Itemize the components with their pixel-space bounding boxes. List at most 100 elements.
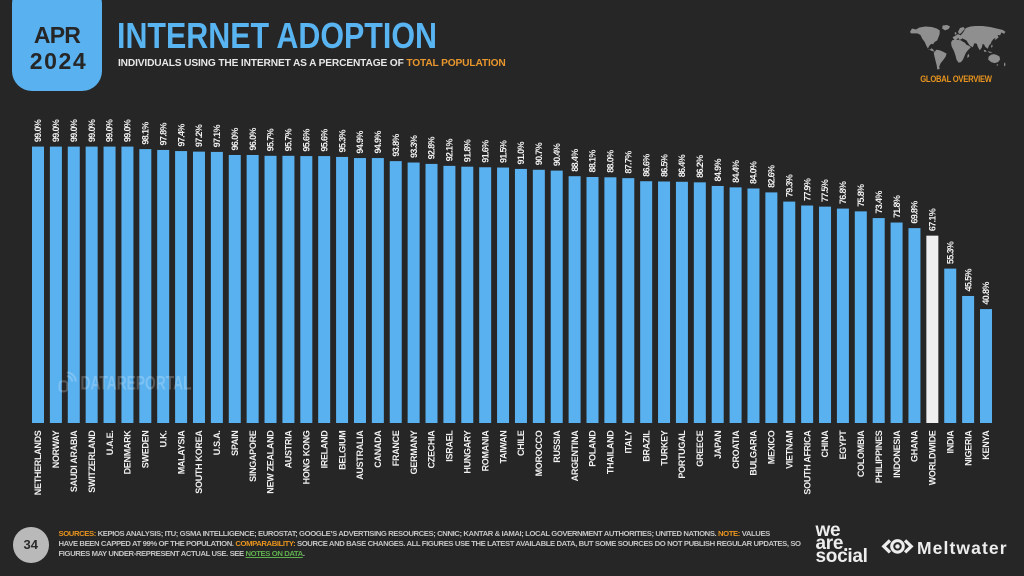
- svg-text:CANADA: CANADA: [373, 430, 383, 468]
- svg-text:SOUTH KOREA: SOUTH KOREA: [194, 430, 204, 494]
- svg-text:BRAZIL: BRAZIL: [641, 430, 651, 462]
- svg-text:SWEDEN: SWEDEN: [141, 431, 151, 469]
- svg-text:NETHERLANDS: NETHERLANDS: [33, 430, 43, 495]
- svg-text:87.7%: 87.7%: [623, 151, 633, 174]
- svg-text:99.0%: 99.0%: [33, 119, 43, 142]
- svg-text:EGYPT: EGYPT: [838, 430, 848, 460]
- svg-text:93.3%: 93.3%: [409, 135, 419, 158]
- svg-text:73.4%: 73.4%: [874, 191, 884, 214]
- svg-text:95.6%: 95.6%: [302, 129, 312, 152]
- svg-text:99.0%: 99.0%: [51, 119, 61, 142]
- svg-text:SINGAPORE: SINGAPORE: [248, 430, 258, 482]
- svg-text:CHINA: CHINA: [820, 430, 830, 458]
- svg-text:NIGERIA: NIGERIA: [963, 430, 973, 466]
- svg-text:86.4%: 86.4%: [677, 154, 687, 177]
- svg-text:91.6%: 91.6%: [480, 140, 490, 163]
- svg-text:86.2%: 86.2%: [695, 155, 705, 178]
- svg-text:97.2%: 97.2%: [194, 124, 204, 147]
- svg-text:45.5%: 45.5%: [963, 269, 973, 292]
- svg-text:JAPAN: JAPAN: [713, 431, 723, 459]
- svg-text:86.5%: 86.5%: [659, 154, 669, 177]
- svg-text:U.S.A.: U.S.A.: [212, 431, 222, 456]
- svg-text:MEXICO: MEXICO: [767, 430, 777, 464]
- svg-text:SAUDI ARABIA: SAUDI ARABIA: [69, 430, 79, 492]
- svg-text:99.0%: 99.0%: [105, 119, 115, 142]
- svg-text:TURKEY: TURKEY: [659, 430, 669, 465]
- svg-text:76.8%: 76.8%: [838, 181, 848, 204]
- svg-text:92.8%: 92.8%: [427, 136, 437, 159]
- svg-text:90.7%: 90.7%: [534, 142, 544, 165]
- svg-text:71.8%: 71.8%: [892, 195, 902, 218]
- svg-text:94.9%: 94.9%: [373, 131, 383, 154]
- svg-text:BELGIUM: BELGIUM: [337, 431, 347, 470]
- svg-text:94.9%: 94.9%: [355, 131, 365, 154]
- svg-text:95.7%: 95.7%: [284, 128, 294, 151]
- svg-text:95.6%: 95.6%: [319, 129, 329, 152]
- svg-text:88.1%: 88.1%: [588, 150, 598, 173]
- svg-text:FRANCE: FRANCE: [391, 430, 401, 466]
- svg-text:97.1%: 97.1%: [212, 124, 222, 147]
- svg-text:SWITZERLAND: SWITZERLAND: [87, 430, 97, 493]
- svg-text:91.5%: 91.5%: [498, 140, 508, 163]
- svg-text:ROMANIA: ROMANIA: [480, 430, 490, 472]
- svg-text:IRELAND: IRELAND: [319, 430, 329, 469]
- svg-text:91.0%: 91.0%: [516, 142, 526, 165]
- svg-text:HONG KONG: HONG KONG: [302, 430, 312, 484]
- svg-text:POLAND: POLAND: [588, 430, 598, 467]
- svg-text:88.4%: 88.4%: [570, 149, 580, 172]
- svg-text:84.9%: 84.9%: [713, 159, 723, 182]
- svg-text:CZECHIA: CZECHIA: [427, 430, 437, 469]
- svg-text:77.9%: 77.9%: [802, 178, 812, 201]
- svg-text:69.8%: 69.8%: [910, 201, 920, 224]
- svg-text:75.8%: 75.8%: [856, 184, 866, 207]
- svg-text:KENYA: KENYA: [981, 430, 991, 460]
- svg-text:77.5%: 77.5%: [820, 179, 830, 202]
- svg-text:86.6%: 86.6%: [641, 154, 651, 177]
- svg-text:U.A.E.: U.A.E.: [105, 431, 115, 456]
- svg-text:93.8%: 93.8%: [391, 134, 401, 157]
- svg-text:MOROCCO: MOROCCO: [534, 430, 544, 476]
- svg-text:MALAYSIA: MALAYSIA: [176, 430, 186, 475]
- svg-text:97.8%: 97.8%: [158, 123, 168, 146]
- svg-text:GREECE: GREECE: [695, 430, 705, 467]
- svg-text:99.0%: 99.0%: [87, 119, 97, 142]
- svg-text:PORTUGAL: PORTUGAL: [677, 430, 687, 479]
- svg-text:DATAREPORTAL: DATAREPORTAL: [81, 374, 192, 395]
- svg-text:90.4%: 90.4%: [552, 143, 562, 166]
- svg-text:RUSSIA: RUSSIA: [552, 430, 562, 463]
- svg-text:79.3%: 79.3%: [784, 174, 794, 197]
- svg-text:AUSTRALIA: AUSTRALIA: [355, 430, 365, 480]
- svg-text:AUSTRIA: AUSTRIA: [284, 430, 294, 469]
- svg-text:TAIWAN: TAIWAN: [498, 431, 508, 464]
- svg-text:96.0%: 96.0%: [230, 128, 240, 151]
- svg-text:DENMARK: DENMARK: [123, 430, 133, 475]
- svg-text:INDIA: INDIA: [945, 430, 955, 454]
- svg-text:CHILE: CHILE: [516, 430, 526, 456]
- svg-text:NORWAY: NORWAY: [51, 430, 61, 468]
- svg-text:NEW ZEALAND: NEW ZEALAND: [266, 430, 276, 494]
- svg-text:84.4%: 84.4%: [731, 160, 741, 183]
- svg-text:84.0%: 84.0%: [749, 161, 759, 184]
- svg-text:WORLDWIDE: WORLDWIDE: [928, 430, 938, 485]
- svg-text:BULGARIA: BULGARIA: [749, 430, 759, 476]
- svg-text:VIETNAM: VIETNAM: [784, 431, 794, 469]
- svg-text:99.0%: 99.0%: [69, 119, 79, 142]
- svg-text:GHANA: GHANA: [910, 430, 920, 462]
- svg-text:88.0%: 88.0%: [606, 150, 616, 173]
- svg-text:91.8%: 91.8%: [462, 139, 472, 162]
- svg-text:U.K.: U.K.: [158, 431, 168, 448]
- svg-text:96.0%: 96.0%: [248, 128, 258, 151]
- svg-text:98.1%: 98.1%: [141, 122, 151, 145]
- svg-text:CROATIA: CROATIA: [731, 430, 741, 469]
- svg-text:82.6%: 82.6%: [767, 165, 777, 188]
- svg-text:ISRAEL: ISRAEL: [445, 430, 455, 462]
- svg-text:97.4%: 97.4%: [176, 124, 186, 147]
- svg-text:67.1%: 67.1%: [928, 208, 938, 231]
- svg-text:INDONESIA: INDONESIA: [892, 430, 902, 478]
- svg-text:95.7%: 95.7%: [266, 128, 276, 151]
- svg-text:40.8%: 40.8%: [981, 282, 991, 305]
- svg-text:ITALY: ITALY: [623, 430, 633, 453]
- svg-text:THAILAND: THAILAND: [606, 430, 616, 474]
- svg-text:SOUTH AFRICA: SOUTH AFRICA: [802, 430, 812, 495]
- svg-text:SPAIN: SPAIN: [230, 431, 240, 456]
